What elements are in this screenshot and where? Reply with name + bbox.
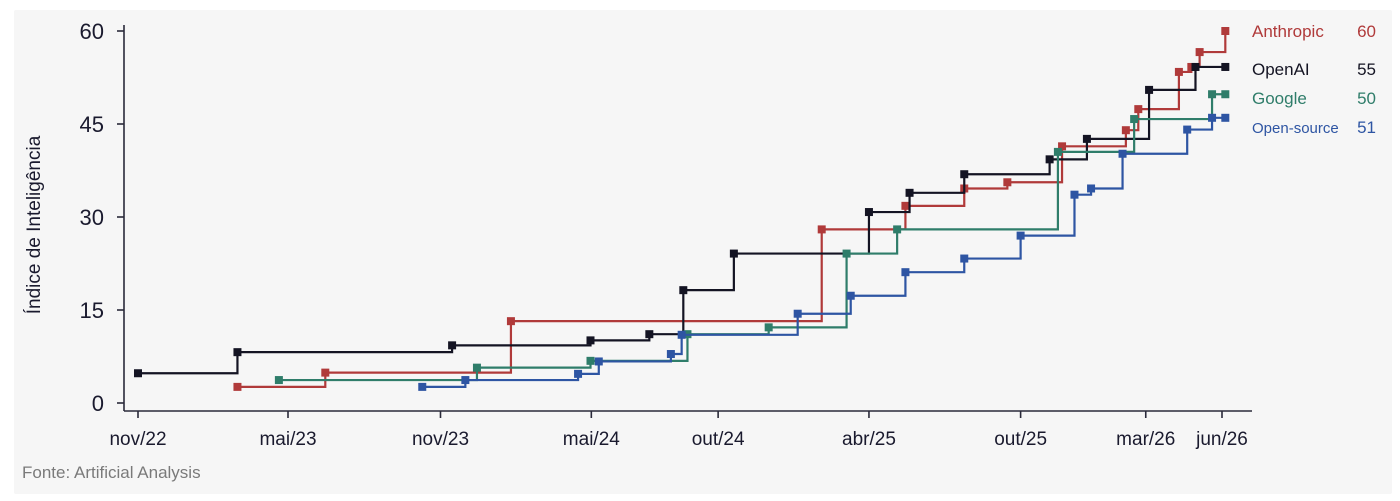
data-point	[1070, 190, 1079, 199]
x-tick-label: abr/25	[842, 429, 896, 450]
series-anthropic	[233, 27, 1230, 391]
data-point	[1208, 113, 1217, 122]
series-open-source	[418, 113, 1230, 391]
data-point	[893, 225, 902, 234]
data-point	[960, 170, 969, 179]
data-point	[1208, 90, 1217, 99]
data-point	[1118, 149, 1127, 158]
series-google	[274, 90, 1230, 385]
legend-label-google: Google	[1252, 89, 1307, 108]
axes: 0 15 30 45 60 nov/22 mai/23 nov/23 mai/24 out/24 a…	[24, 19, 1252, 450]
data-point	[901, 268, 910, 277]
data-point	[1221, 62, 1230, 71]
data-point	[1058, 142, 1067, 151]
source-note: Fonte: Artificial Analysis	[22, 463, 201, 482]
y-tick-label: 60	[80, 19, 104, 44]
data-point	[1087, 184, 1096, 193]
legend-label-openai: OpenAI	[1252, 60, 1310, 79]
data-point	[677, 330, 686, 339]
data-point	[461, 376, 470, 385]
legend-value-openai: 55	[1357, 60, 1376, 79]
x-tick-label: mar/26	[1116, 429, 1175, 450]
x-tick-label: out/24	[692, 429, 745, 450]
data-point	[901, 201, 910, 210]
data-point	[418, 382, 427, 391]
legend-label-open-source: Open-source	[1252, 120, 1339, 137]
data-point	[1195, 48, 1204, 57]
series-line	[422, 116, 1226, 388]
data-point	[1221, 27, 1230, 35]
series-layer	[134, 27, 1230, 391]
data-point	[1187, 62, 1196, 71]
y-axis-label: Índice de Inteligência	[24, 135, 45, 314]
x-tick-label: out/25	[994, 429, 1047, 450]
data-point	[506, 317, 515, 326]
legend-value-anthropic: 60	[1357, 22, 1376, 41]
legend-value-open-source: 51	[1357, 118, 1376, 137]
data-point	[842, 249, 851, 258]
data-point	[274, 376, 283, 385]
data-point	[1082, 134, 1091, 143]
x-tick-label: nov/22	[109, 429, 166, 450]
data-point	[1191, 62, 1200, 71]
data-point	[1121, 126, 1130, 135]
series-openai	[134, 62, 1230, 378]
data-point	[1183, 125, 1192, 134]
data-point	[1045, 155, 1054, 164]
y-tick-label: 0	[92, 391, 104, 416]
y-tick-label: 15	[80, 298, 104, 323]
data-point	[321, 368, 330, 377]
data-point	[448, 341, 457, 350]
data-point	[134, 369, 142, 378]
data-point	[846, 291, 855, 300]
series-line	[278, 93, 1226, 382]
x-tick-label: jun/26	[1195, 429, 1248, 450]
data-point	[1145, 85, 1154, 94]
x-tick-label: mai/24	[563, 429, 620, 450]
data-point	[793, 309, 802, 318]
data-point	[645, 330, 654, 339]
data-point	[1016, 231, 1025, 240]
data-point	[574, 369, 583, 378]
data-point	[679, 286, 688, 295]
series-line	[138, 65, 1226, 375]
data-point	[594, 357, 603, 366]
data-point	[233, 348, 242, 357]
data-point	[1130, 115, 1139, 124]
data-point	[905, 188, 914, 197]
data-point	[586, 336, 595, 345]
data-point	[1134, 105, 1143, 114]
data-point	[764, 323, 773, 332]
y-tick-label: 30	[80, 205, 104, 230]
data-point	[1174, 67, 1183, 76]
legend-label-anthropic: Anthropic	[1252, 22, 1324, 41]
legend: Anthropic 60 OpenAI 55 Google 50 Open-source 51	[1252, 22, 1376, 137]
data-point	[729, 249, 738, 258]
data-point	[960, 254, 969, 263]
y-tick-label: 45	[80, 112, 104, 137]
data-point	[1221, 90, 1230, 99]
data-point	[472, 363, 481, 372]
data-point	[1221, 113, 1230, 122]
x-tick-label: nov/23	[412, 429, 469, 450]
data-point	[666, 350, 675, 359]
data-point	[1003, 178, 1012, 187]
data-point	[864, 208, 873, 217]
data-point	[233, 382, 242, 391]
x-tick-label: mai/23	[259, 429, 316, 450]
data-point	[817, 225, 826, 234]
legend-value-google: 50	[1357, 89, 1376, 108]
data-point	[586, 356, 595, 365]
data-point	[1053, 147, 1062, 156]
